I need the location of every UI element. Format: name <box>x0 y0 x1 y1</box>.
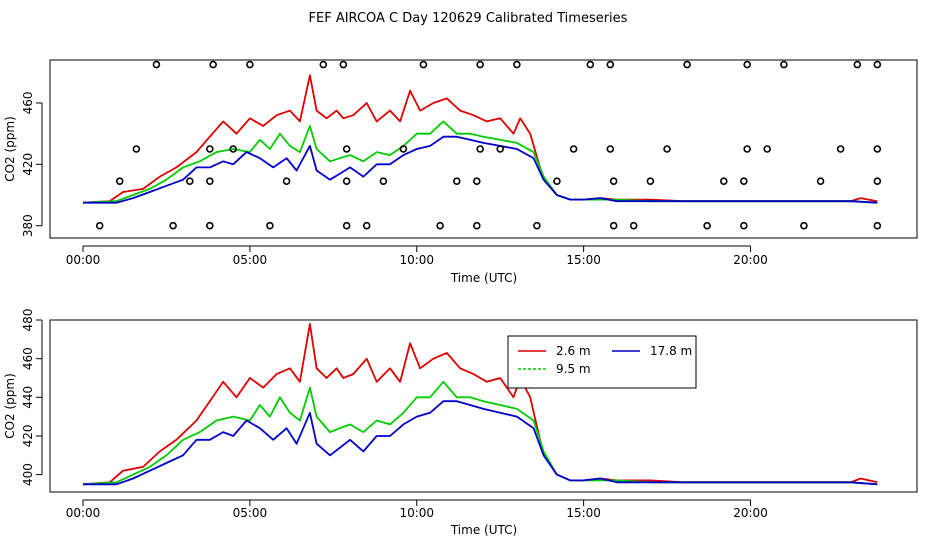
bottom-panel: 00:00 05:00 10:00 15:00 20:00 Time (UTC) 400 42… <box>3 309 918 537</box>
y-tick-label: 420 <box>21 425 35 448</box>
x-tick-label: 05:00 <box>233 506 268 520</box>
marker-point <box>476 60 484 69</box>
marker-point <box>873 221 882 230</box>
marker-point <box>873 60 882 69</box>
y-axis-label: CO2 (ppm) <box>3 373 17 439</box>
y-axis-label: CO2 (ppm) <box>3 116 17 182</box>
series-line-178m <box>83 135 878 204</box>
marker-point <box>229 145 237 153</box>
figure-title: FEF AIRCOA C Day 120629 Calibrated Times… <box>309 11 628 26</box>
marker-point <box>873 177 882 186</box>
marker-point <box>152 60 161 69</box>
marker-point <box>339 60 348 69</box>
plot-frame <box>49 59 918 239</box>
marker-point <box>206 221 214 230</box>
marker-point <box>282 177 291 186</box>
series-line-178m <box>83 400 878 486</box>
legend-label: 9.5 m <box>556 362 591 376</box>
marker-point <box>115 177 124 186</box>
marker-point <box>606 60 615 69</box>
marker-point <box>342 221 351 230</box>
marker-point <box>586 60 595 69</box>
marker-point <box>816 177 825 186</box>
marker-point <box>513 60 521 69</box>
marker-point <box>473 221 481 230</box>
marker-point <box>763 145 771 153</box>
x-tick-label: 10:00 <box>399 253 434 267</box>
marker-point <box>342 177 351 186</box>
marker-point <box>743 145 751 153</box>
marker-point <box>132 145 141 153</box>
marker-point <box>629 221 638 230</box>
y-tick-label: 380 <box>21 214 35 237</box>
legend-label: 2.6 m <box>556 344 591 358</box>
marker-point <box>569 145 578 153</box>
marker-point <box>853 60 862 69</box>
marker-point <box>683 60 691 69</box>
marker-point <box>800 221 808 230</box>
marker-point <box>342 145 351 153</box>
marker-point <box>169 221 177 230</box>
x-tick-label: 15:00 <box>566 506 601 520</box>
legend-label: 17.8 m <box>650 344 692 358</box>
marker-point <box>780 60 788 69</box>
top-panel: 00:00 05:00 10:00 15:00 20:00 Time (UTC) 380 42… <box>3 59 918 285</box>
marker-point <box>609 221 618 230</box>
marker-point <box>246 60 254 69</box>
marker-point <box>740 221 748 230</box>
x-tick-label: 00:00 <box>66 506 101 520</box>
x-axis-label: Time (UTC) <box>450 523 517 537</box>
x-axis-label: Time (UTC) <box>450 271 517 285</box>
marker-point <box>719 177 728 186</box>
marker-point <box>419 60 428 69</box>
x-tick-label: 05:00 <box>233 253 268 267</box>
marker-point <box>873 145 882 153</box>
marker-point <box>186 177 194 186</box>
marker-point <box>609 177 618 186</box>
marker-point <box>209 60 217 69</box>
marker-point <box>646 177 655 186</box>
marker-point <box>206 177 214 186</box>
marker-point <box>476 145 484 153</box>
marker-point <box>473 177 481 186</box>
marker-point <box>266 221 274 230</box>
x-tick-label: 00:00 <box>66 253 101 267</box>
x-tick-label: 20:00 <box>733 253 768 267</box>
marker-point <box>362 221 371 230</box>
legend-box <box>507 335 697 389</box>
x-tick-label: 10:00 <box>399 506 434 520</box>
y-tick-label: 420 <box>21 153 35 176</box>
series-line-95m <box>82 380 878 486</box>
y-tick-label: 440 <box>21 386 35 409</box>
y-tick-label: 400 <box>21 463 35 486</box>
marker-point <box>533 221 541 230</box>
plot-frame <box>49 319 918 493</box>
marker-point <box>399 145 408 153</box>
marker-point <box>436 221 444 230</box>
series-line-95m <box>82 120 878 204</box>
y-tick-label: 460 <box>21 347 35 370</box>
marker-point <box>836 145 845 153</box>
x-tick-label: 15:00 <box>566 253 601 267</box>
marker-point <box>553 177 561 186</box>
marker-point <box>663 145 671 153</box>
marker-point <box>95 221 104 230</box>
marker-point <box>319 60 328 69</box>
series-line-26m <box>82 322 878 486</box>
marker-point <box>379 177 388 186</box>
series-line-26m <box>82 74 878 204</box>
marker-point <box>452 177 461 186</box>
y-tick-label: 460 <box>21 92 35 115</box>
x-tick-label: 20:00 <box>733 506 768 520</box>
marker-point <box>496 145 504 153</box>
y-tick-label: 480 <box>21 309 35 332</box>
marker-point <box>703 221 711 230</box>
marker-point <box>606 145 615 153</box>
marker-point <box>743 60 751 69</box>
marker-point <box>740 177 748 186</box>
marker-point <box>206 145 214 153</box>
